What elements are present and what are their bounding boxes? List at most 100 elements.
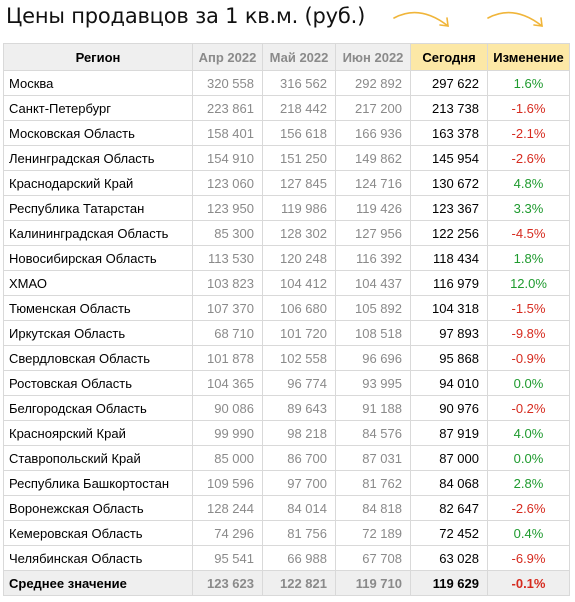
table-row: Москва 320 558 316 562 292 892 297 622 1.6% — [3, 70, 570, 96]
apr-cell: 158 401 — [192, 120, 263, 146]
table-row: Иркутская Область 68 710 101 720 108 518 97 … — [3, 320, 570, 346]
change-cell: -0.9% — [487, 345, 570, 371]
may-cell: 316 562 — [262, 70, 336, 96]
today-cell: 123 367 — [410, 195, 488, 221]
today-cell: 90 976 — [410, 395, 488, 421]
apr-cell: 109 596 — [192, 470, 263, 496]
change-cell: -0.1% — [487, 570, 570, 596]
today-cell: 94 010 — [410, 370, 488, 396]
apr-cell: 104 365 — [192, 370, 263, 396]
apr-cell: 68 710 — [192, 320, 263, 346]
today-cell: 213 738 — [410, 95, 488, 121]
may-cell: 128 302 — [262, 220, 336, 246]
today-cell: 72 452 — [410, 520, 488, 546]
region-cell: Челябинская Область — [3, 545, 193, 571]
table-row: Республика Башкортостан 109 596 97 700 81 7… — [3, 470, 570, 496]
apr-cell: 107 370 — [192, 295, 263, 321]
today-cell: 82 647 — [410, 495, 488, 521]
apr-cell: 123 623 — [192, 570, 263, 596]
jun-cell: 119 426 — [335, 195, 411, 221]
today-cell: 145 954 — [410, 145, 488, 171]
header-region: Регион — [3, 43, 193, 71]
jun-cell: 116 392 — [335, 245, 411, 271]
table-row: Калининградская Область 85 300 128 302 127 … — [3, 220, 570, 246]
curved-arrow-left-icon — [393, 11, 449, 27]
change-cell: -2.6% — [487, 495, 570, 521]
region-cell: Ростовская Область — [3, 370, 193, 396]
today-cell: 122 256 — [410, 220, 488, 246]
region-cell: Республика Татарстан — [3, 195, 193, 221]
may-cell: 156 618 — [262, 120, 336, 146]
region-cell: Калининградская Область — [3, 220, 193, 246]
may-cell: 218 442 — [262, 95, 336, 121]
apr-cell: 85 300 — [192, 220, 263, 246]
today-cell: 119 629 — [410, 570, 488, 596]
change-cell: 2.8% — [487, 470, 570, 496]
table-row: Санкт-Петербург 223 861 218 442 217 200 213 … — [3, 95, 570, 121]
change-cell: -2.1% — [487, 120, 570, 146]
region-cell: Ленинградская Область — [3, 145, 193, 171]
today-cell: 297 622 — [410, 70, 488, 96]
apr-cell: 113 530 — [192, 245, 263, 271]
jun-cell: 166 936 — [335, 120, 411, 146]
jun-cell: 104 437 — [335, 270, 411, 296]
apr-cell: 154 910 — [192, 145, 263, 171]
jun-cell: 84 818 — [335, 495, 411, 521]
jun-cell: 84 576 — [335, 420, 411, 446]
table-row: Воронежская Область 128 244 84 014 84 818 82… — [3, 495, 570, 521]
header-may: Май 2022 — [262, 43, 336, 71]
region-cell: Московская Область — [3, 120, 193, 146]
jun-cell: 119 710 — [335, 570, 411, 596]
jun-cell: 67 708 — [335, 545, 411, 571]
region-cell: Республика Башкортостан — [3, 470, 193, 496]
region-cell: ХМАО — [3, 270, 193, 296]
today-cell: 104 318 — [410, 295, 488, 321]
may-cell: 89 643 — [262, 395, 336, 421]
change-cell: -6.9% — [487, 545, 570, 571]
may-cell: 81 756 — [262, 520, 336, 546]
change-cell: 0.0% — [487, 370, 570, 396]
may-cell: 106 680 — [262, 295, 336, 321]
may-cell: 127 845 — [262, 170, 336, 196]
table-row: Кемеровская Область 74 296 81 756 72 189 72 … — [3, 520, 570, 546]
apr-cell: 85 000 — [192, 445, 263, 471]
change-cell: -2.6% — [487, 145, 570, 171]
may-cell: 101 720 — [262, 320, 336, 346]
change-cell: 3.3% — [487, 195, 570, 221]
today-cell: 163 378 — [410, 120, 488, 146]
prices-table: Регион Апр 2022 Май 2022 Июн 2022 Сегодн… — [3, 43, 570, 596]
today-cell: 95 868 — [410, 345, 488, 371]
jun-cell: 292 892 — [335, 70, 411, 96]
change-cell: -1.6% — [487, 95, 570, 121]
may-cell: 97 700 — [262, 470, 336, 496]
region-cell: Тюменская Область — [3, 295, 193, 321]
apr-cell: 90 086 — [192, 395, 263, 421]
may-cell: 120 248 — [262, 245, 336, 271]
change-cell: -4.5% — [487, 220, 570, 246]
page-title: Цены продавцов за 1 кв.м. (руб.) — [6, 4, 366, 28]
table-row: Ставропольский Край 85 000 86 700 87 031 87 … — [3, 445, 570, 471]
curved-arrows-decoration — [393, 11, 543, 27]
may-cell: 102 558 — [262, 345, 336, 371]
apr-cell: 95 541 — [192, 545, 263, 571]
table-row: Новосибирская Область 113 530 120 248 116 3… — [3, 245, 570, 271]
region-cell: Новосибирская Область — [3, 245, 193, 271]
table-row: Республика Татарстан 123 950 119 986 119 42… — [3, 195, 570, 221]
may-cell: 122 821 — [262, 570, 336, 596]
change-cell: -1.5% — [487, 295, 570, 321]
table-row: Свердловская Область 101 878 102 558 96 696… — [3, 345, 570, 371]
may-cell: 151 250 — [262, 145, 336, 171]
change-cell: 4.0% — [487, 420, 570, 446]
table-body: Москва 320 558 316 562 292 892 297 622 1.6% Са… — [3, 70, 570, 596]
change-cell: 0.4% — [487, 520, 570, 546]
apr-cell: 103 823 — [192, 270, 263, 296]
jun-cell: 124 716 — [335, 170, 411, 196]
header-jun: Июн 2022 — [335, 43, 411, 71]
header-today: Сегодня — [410, 43, 488, 71]
today-cell: 118 434 — [410, 245, 488, 271]
may-cell: 96 774 — [262, 370, 336, 396]
change-cell: -0.2% — [487, 395, 570, 421]
jun-cell: 108 518 — [335, 320, 411, 346]
may-cell: 119 986 — [262, 195, 336, 221]
table-row: ХМАО 103 823 104 412 104 437 116 979 12.0% — [3, 270, 570, 296]
